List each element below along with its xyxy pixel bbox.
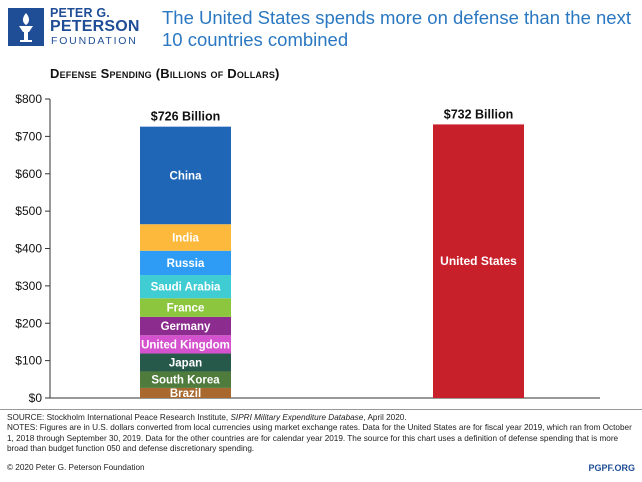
bar-segment-saudi-arabia [140,275,231,299]
bar-segment-russia [140,250,231,276]
total-label: $726 Billion [151,110,220,124]
bar-united-states [433,124,524,398]
y-tick-label: $300 [15,279,42,293]
chart-subtitle: Defense Spending (Billions of Dollars) [50,66,280,81]
segment-label: South Korea [151,375,220,387]
segment-label: Saudi Arabia [151,282,221,294]
torch-logo-icon [8,8,44,46]
header: PETER G. PETERSON FOUNDATION The United … [0,0,642,60]
bar-segment-united-kingdom [140,335,231,354]
segment-label: India [172,232,199,244]
segment-label: United Kingdom [141,339,230,351]
bar-chart: $0 $100 $200 $300 $400 $500 $600 $700 $800 Brazil… [15,92,600,405]
segment-label: Brazil [170,388,201,400]
segment-label: Russia [167,258,205,270]
notes-text: NOTES: Figures are in U.S. dollars conve… [7,423,632,454]
y-tick-label: $400 [15,242,42,256]
y-tick-label: $800 [15,92,42,106]
bar-segment-south-korea [140,371,231,388]
y-tick-label: $0 [29,391,43,405]
logo-text-line3: FOUNDATION [51,35,138,47]
bar-segment-germany [140,316,231,336]
logo-text-line1: PETER G. [50,6,110,20]
bar-segment-france [140,298,231,317]
y-tick-label: $700 [15,129,42,143]
y-tick-label: $100 [15,354,42,368]
divider [0,409,642,410]
logo-text-line2: PETERSON [50,18,140,35]
chart-title: The United States spends more on defense… [162,7,631,50]
y-tick-label: $600 [15,167,42,181]
bar-segment-japan [140,353,231,372]
website-link[interactable]: PGPF.ORG [588,463,635,473]
bar-segment-brazil [140,387,231,398]
source-prefix: SOURCE: Stockholm International Peace Re… [7,413,231,422]
y-tick-label: $500 [15,204,42,218]
bar-segment-india [140,224,231,251]
segment-label: Germany [161,321,211,333]
source-line: SOURCE: Stockholm International Peace Re… [7,413,637,423]
footer-notes: SOURCE: Stockholm International Peace Re… [7,413,637,455]
segment-label: France [167,303,205,315]
copyright: © 2020 Peter G. Peterson Foundation [7,463,145,472]
bar-label: United States [440,254,517,268]
source-title: SIPRI Military Expenditure Database [230,413,364,422]
bar-segment-china [140,126,231,225]
total-label: $732 Billion [444,107,513,121]
segment-label: China [170,170,203,182]
segment-label: Japan [169,357,202,369]
source-suffix: , April 2020. [363,413,407,422]
footer-bottom: © 2020 Peter G. Peterson Foundation PGPF… [7,463,635,473]
y-tick-label: $200 [15,316,42,330]
